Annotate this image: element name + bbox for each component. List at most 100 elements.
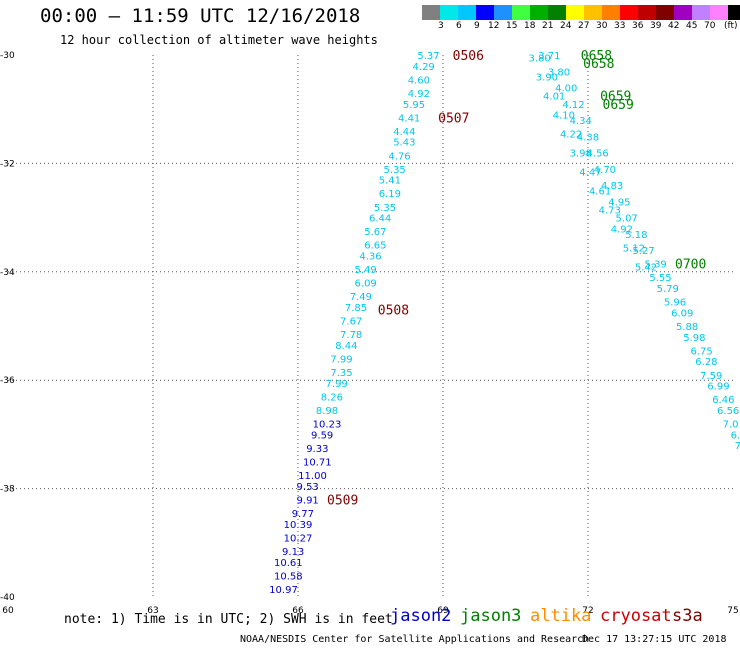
y-tick-label: -40 bbox=[0, 593, 15, 603]
swh-label: 6.99 bbox=[707, 382, 729, 393]
y-tick-label: -38 bbox=[0, 485, 15, 495]
swh-label: 5.07 bbox=[616, 214, 638, 225]
colorbar-tick: 27 bbox=[578, 21, 590, 31]
legend-jason3: jason3 bbox=[460, 606, 522, 626]
swh-label: 9.13 bbox=[282, 547, 304, 558]
x-tick-label: 66 bbox=[292, 606, 304, 616]
colorbar-cell bbox=[602, 5, 620, 20]
legend-jason2: jason2 bbox=[390, 606, 452, 626]
swh-label: 7.85 bbox=[345, 303, 367, 314]
footer-timestamp: Dec 17 13:27:15 UTC 2018 bbox=[582, 634, 727, 645]
swh-label: 10.71 bbox=[303, 458, 332, 469]
time-label: 0659 bbox=[603, 98, 634, 113]
swh-label: 3.71 bbox=[538, 51, 560, 62]
swh-label: 6. bbox=[731, 430, 740, 441]
colorbar-tick: 30 bbox=[596, 21, 608, 31]
swh-label: 5.12 bbox=[623, 243, 645, 254]
swh-label: 9.91 bbox=[297, 495, 319, 506]
swh-label: 10.39 bbox=[284, 520, 313, 531]
colorbar-tick: 9 bbox=[474, 21, 480, 31]
x-tick-label: 60 bbox=[2, 606, 14, 616]
colorbar-tick: 39 bbox=[650, 21, 662, 31]
swh-label: 6.28 bbox=[695, 357, 717, 368]
colorbar-cell bbox=[476, 5, 494, 20]
swh-label: 4.73 bbox=[599, 205, 621, 216]
swh-label: 4.76 bbox=[388, 151, 410, 162]
swh-label: 4.44 bbox=[393, 127, 415, 138]
swh-label: 4.29 bbox=[413, 62, 435, 73]
legend-cryosat: cryosat bbox=[600, 606, 672, 626]
colorbar-cell bbox=[584, 5, 602, 20]
swh-label: 7.49 bbox=[350, 292, 372, 303]
colorbar-cell bbox=[566, 5, 584, 20]
swh-label: 5.67 bbox=[364, 227, 386, 238]
swh-label: 5.35 bbox=[374, 203, 396, 214]
x-tick-label: 72 bbox=[582, 606, 593, 616]
y-tick-label: -36 bbox=[0, 376, 15, 386]
swh-label: 5.27 bbox=[632, 246, 654, 257]
swh-label: 5.41 bbox=[379, 176, 401, 187]
time-label: 0508 bbox=[378, 304, 409, 319]
swh-label: 4.36 bbox=[359, 252, 381, 263]
time-label: 0700 bbox=[675, 258, 706, 273]
colorbar-tick: 15 bbox=[506, 21, 518, 31]
x-tick-label: 69 bbox=[437, 606, 449, 616]
swh-label: 5.35 bbox=[384, 165, 406, 176]
swh-label: 7.0 bbox=[723, 420, 739, 431]
swh-label: 10.27 bbox=[284, 533, 313, 544]
colorbar-tick: 12 bbox=[488, 21, 500, 31]
swh-colorbar bbox=[422, 5, 740, 20]
colorbar-cell bbox=[422, 5, 440, 20]
footer-credit: NOAA/NESDIS Center for Satellite Applica… bbox=[240, 634, 590, 645]
swh-label: 4.22 bbox=[560, 130, 582, 141]
swh-label: 4.95 bbox=[608, 197, 630, 208]
colorbar-cell bbox=[728, 5, 740, 20]
swh-label: 4.70 bbox=[594, 165, 616, 176]
swh-label: 4.56 bbox=[587, 149, 609, 160]
swh-label: 7.78 bbox=[340, 330, 362, 341]
swh-label: 4.41 bbox=[398, 113, 420, 124]
x-tick-label: 63 bbox=[147, 606, 158, 616]
swh-label: 8.98 bbox=[316, 406, 338, 417]
swh-label: 7.67 bbox=[340, 317, 362, 328]
swh-label: 3.80 bbox=[529, 54, 551, 65]
time-label: 0506 bbox=[453, 49, 484, 64]
colorbar-tick: 21 bbox=[542, 21, 554, 31]
swh-label: 4.10 bbox=[553, 111, 575, 122]
colorbar-tick: 18 bbox=[524, 21, 536, 31]
swh-label: 5.95 bbox=[403, 100, 425, 111]
swh-label: 4.00 bbox=[555, 84, 577, 95]
y-tick-label: -34 bbox=[0, 268, 15, 278]
swh-label: 4.92 bbox=[611, 224, 633, 235]
swh-label: 9.59 bbox=[311, 430, 333, 441]
y-tick-label: -30 bbox=[0, 51, 15, 61]
colorbar-tick: 45 bbox=[686, 21, 698, 31]
colorbar-cell bbox=[548, 5, 566, 20]
time-label: 0509 bbox=[327, 493, 358, 508]
swh-label: 6.56 bbox=[717, 406, 739, 417]
swh-label: 4.47 bbox=[579, 168, 601, 179]
legend-s3a: s3a bbox=[672, 606, 703, 626]
x-tick-label: 75 bbox=[727, 606, 738, 616]
colorbar-cell bbox=[656, 5, 674, 20]
swh-label: 4.12 bbox=[562, 100, 584, 111]
swh-label: 4.60 bbox=[408, 75, 430, 86]
swh-label: 5.49 bbox=[355, 265, 377, 276]
swh-label: 8.26 bbox=[321, 392, 343, 403]
colorbar-cell bbox=[638, 5, 656, 20]
time-label: 0658 bbox=[581, 49, 612, 64]
swh-label: 10.58 bbox=[274, 571, 303, 582]
swh-label: 5.18 bbox=[625, 230, 647, 241]
swh-label: 7.59 bbox=[700, 371, 722, 382]
swh-label: 7.99 bbox=[326, 379, 348, 390]
swh-label: 4.34 bbox=[570, 116, 592, 127]
swh-label: 5.39 bbox=[645, 260, 667, 271]
colorbar-tick: 42 bbox=[668, 21, 680, 31]
colorbar-cell bbox=[440, 5, 458, 20]
swh-label: 5.42 bbox=[635, 262, 657, 273]
time-label: 0658 bbox=[583, 57, 614, 72]
colorbar-cell bbox=[710, 5, 728, 20]
swh-label: 10.97 bbox=[269, 585, 298, 596]
swh-label: 6.75 bbox=[690, 346, 712, 357]
